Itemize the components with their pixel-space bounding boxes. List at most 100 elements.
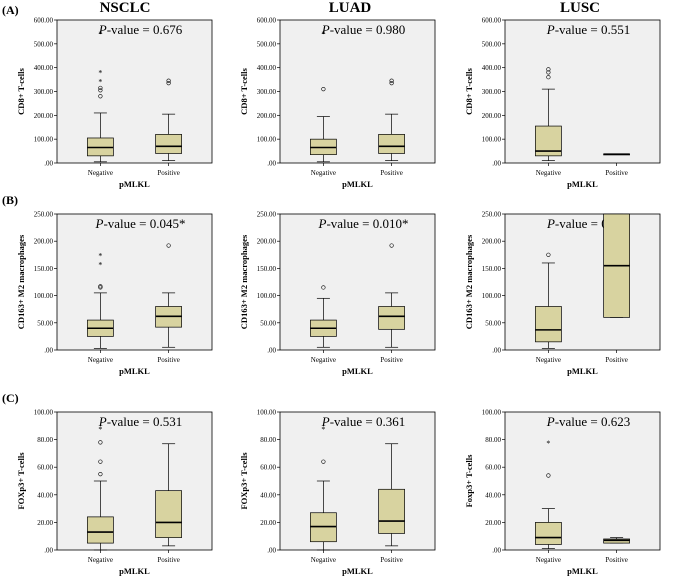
plot-area: [56, 411, 213, 551]
x-axis-title: pMLKL: [567, 366, 598, 376]
y-tick-label: .00: [492, 347, 501, 355]
y-axis-title: CD8+ T-cells: [16, 67, 26, 114]
x-tick-label: Negative: [536, 356, 561, 364]
y-tick-label: 40.00: [485, 491, 501, 499]
x-tick-label: Positive: [380, 356, 403, 364]
y-tick-label: 100.00: [257, 292, 277, 300]
outlier-point: [98, 285, 103, 290]
outlier-point: [389, 78, 394, 83]
x-tick-label: Positive: [157, 556, 180, 564]
y-tick-label: 200.00: [482, 112, 502, 120]
box-positive: [378, 443, 405, 547]
y-tick-label: 50.00: [260, 319, 276, 327]
y-tick-label: 600.00: [257, 17, 277, 25]
p-value-symbol: P: [94, 216, 103, 231]
box-iqr: [155, 490, 182, 538]
outlier-point: [321, 87, 326, 92]
outlier-point: [166, 78, 171, 83]
y-tick-label: 50.00: [485, 319, 501, 327]
row-label-c: (C): [2, 391, 19, 405]
outlier-point: [98, 284, 103, 289]
box-negative: **: [87, 251, 114, 349]
x-tick-label: Positive: [380, 556, 403, 564]
boxplot-B3: .00 50.00 100.00 150.00 200.00 250.00 CD163+ M…: [464, 211, 661, 376]
y-tick-label: 60.00: [485, 464, 501, 472]
box-positive: [155, 243, 182, 348]
outlier-point: [546, 70, 551, 75]
y-tick-label: 600.00: [482, 17, 502, 25]
y-tick-label: 80.00: [37, 436, 53, 444]
boxplot-A3: .00 100.00 200.00 300.00 400.00 500.00 600.00 C…: [464, 17, 661, 189]
y-tick-label: 400.00: [257, 64, 277, 72]
plot-area: [279, 411, 436, 551]
extreme-outlier-point: *: [98, 77, 102, 86]
y-tick-label: 100.00: [257, 409, 277, 417]
outlier-point: [98, 85, 103, 91]
box-positive: [155, 78, 182, 161]
x-axis-title: pMLKL: [342, 566, 373, 576]
y-tick-label: 500.00: [257, 40, 277, 48]
y-tick-label: 50.00: [37, 319, 53, 327]
p-value-label: P-value = 0.676: [98, 22, 183, 37]
x-tick-label: Positive: [157, 169, 180, 177]
extreme-outlier-point: *: [98, 68, 102, 77]
x-tick-label: Positive: [380, 169, 403, 177]
y-axis-title: CD163+ M2 macrophages: [239, 234, 249, 329]
y-tick-label: 40.00: [37, 491, 53, 499]
y-tick-label: 300.00: [257, 88, 277, 96]
y-tick-label: .00: [267, 547, 276, 555]
extreme-outlier-point: *: [546, 439, 550, 448]
boxplot-B2: .00 50.00 100.00 150.00 200.00 250.00 CD163+ M…: [239, 211, 436, 376]
y-axis-title: CD8+ T-cells: [239, 67, 249, 114]
x-tick-label: Negative: [88, 169, 113, 177]
y-tick-label: 300.00: [482, 88, 502, 96]
box-positive: [378, 78, 405, 161]
y-tick-label: 20.00: [37, 519, 53, 527]
y-tick-label: 100.00: [257, 136, 277, 144]
y-tick-label: 100.00: [34, 136, 54, 144]
x-tick-label: Positive: [605, 169, 628, 177]
x-tick-label: Negative: [311, 169, 336, 177]
x-tick-label: Negative: [88, 556, 113, 564]
y-tick-label: 250.00: [482, 211, 502, 219]
outlier-point: [389, 243, 394, 248]
p-value-label: P-value = 0.531: [98, 414, 183, 429]
y-tick-label: 500.00: [482, 40, 502, 48]
x-tick-label: Negative: [311, 356, 336, 364]
p-value-symbol: P: [546, 22, 555, 37]
outlier-point: [98, 472, 103, 477]
extreme-outlier-point: *: [321, 30, 325, 39]
x-axis-title: pMLKL: [342, 366, 373, 376]
p-value-text: -value = 0.551: [555, 22, 631, 37]
outlier-point: [546, 473, 551, 478]
p-value-text: -value = 0.010*: [326, 216, 408, 231]
y-tick-label: 150.00: [257, 265, 277, 273]
y-tick-label: .00: [44, 347, 53, 355]
p-value-label: P-value = 0.010*: [317, 216, 408, 231]
p-value-text: -value = 0.045*: [103, 216, 185, 231]
y-tick-label: 250.00: [34, 211, 54, 219]
x-tick-label: Positive: [157, 356, 180, 364]
y-axis-title: FOXp3+ T-cells: [16, 452, 26, 510]
y-tick-label: 20.00: [485, 519, 501, 527]
box-iqr: [378, 134, 405, 154]
y-tick-label: 100.00: [482, 409, 502, 417]
y-tick-label: 400.00: [34, 64, 54, 72]
column-title-nsclc: NSCLC: [100, 0, 151, 16]
y-axis-title: Foxp3+ T-cells: [464, 454, 474, 507]
x-tick-label: Negative: [311, 556, 336, 564]
y-tick-label: .00: [267, 347, 276, 355]
y-tick-label: .00: [44, 547, 53, 555]
plot-area: [504, 19, 661, 164]
y-tick-label: .00: [267, 160, 276, 168]
y-axis-title: CD8+ T-cells: [464, 67, 474, 114]
plot-area: [56, 213, 213, 351]
p-value-label: P-value = 0.551: [546, 22, 631, 37]
p-value-label: P-value = 0.623: [546, 414, 631, 429]
box-iqr: [535, 306, 562, 343]
y-tick-label: 200.00: [257, 112, 277, 120]
x-axis-title: pMLKL: [567, 566, 598, 576]
y-tick-label: 80.00: [485, 436, 501, 444]
column-title-lusc: LUSC: [560, 0, 600, 16]
